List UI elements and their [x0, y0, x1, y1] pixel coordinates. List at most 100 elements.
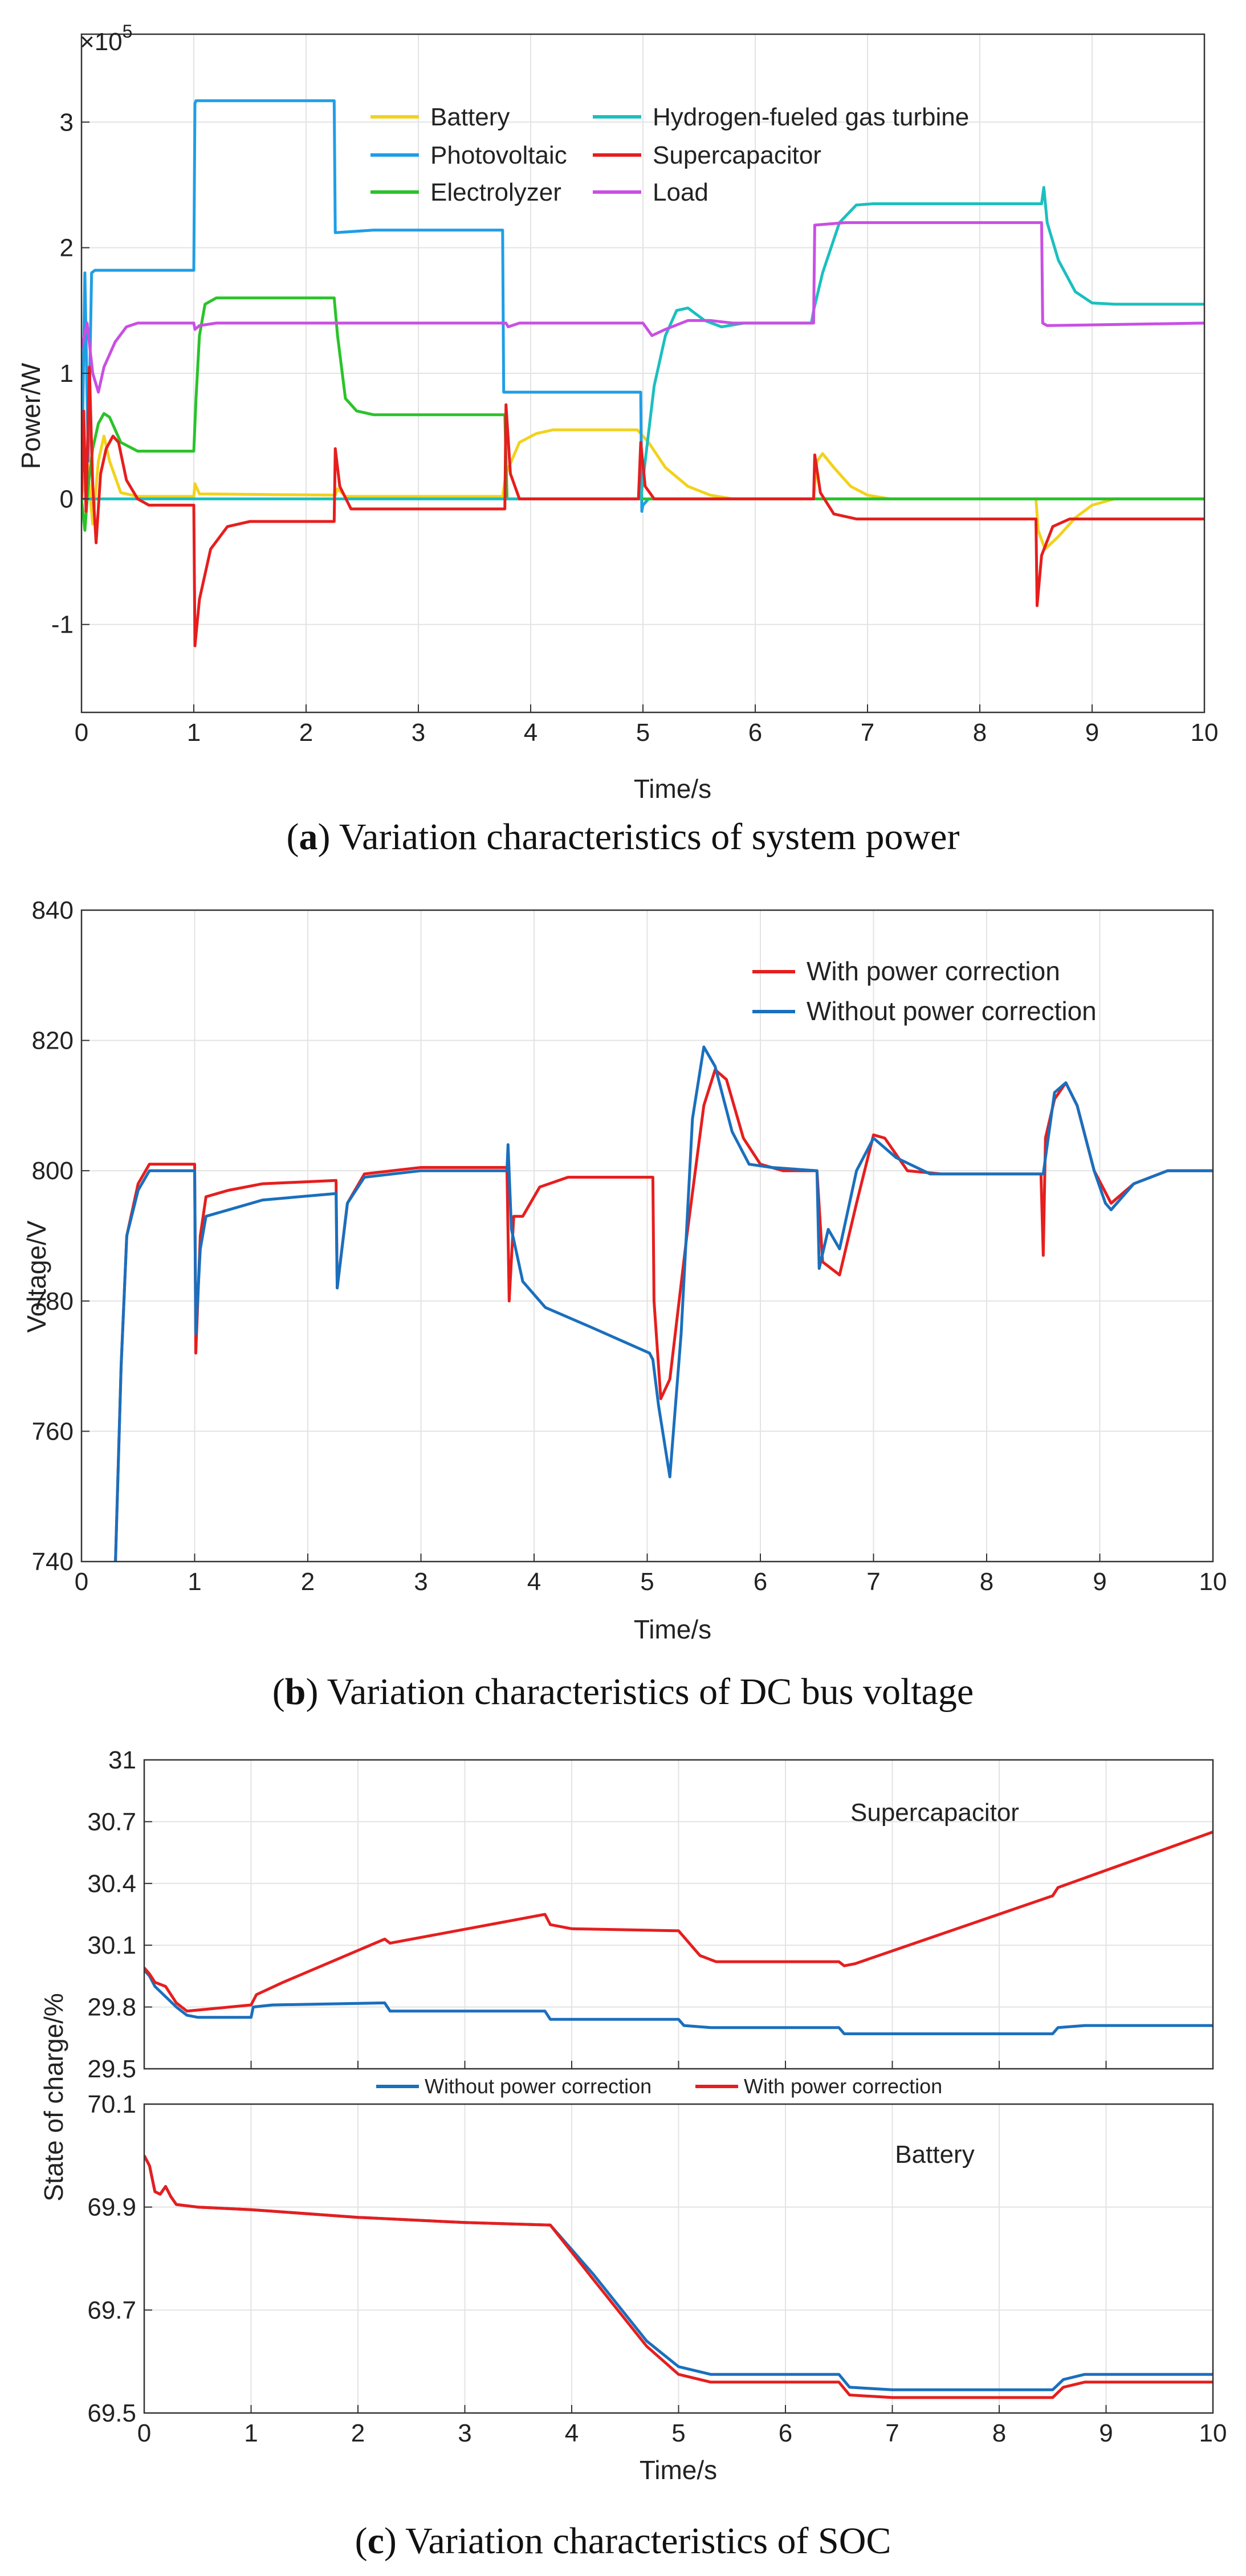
chart-c1-series: [144, 1831, 1213, 2036]
ytick-label: 800: [32, 1157, 74, 1185]
ytick-label: 1: [60, 360, 74, 388]
xtick-label: 10: [1199, 1568, 1227, 1596]
xtick-label: 8: [980, 1568, 993, 1596]
chart-b-ticks: 740 760 780 800 820 840 0 1 2 3 4 5 6 7 8 9 10: [32, 896, 1227, 1596]
legend-with-correction-label: With power correction: [807, 956, 1060, 986]
chart-b-xlabel: Time/s: [634, 1615, 711, 1644]
xtick-label: 2: [351, 2419, 365, 2447]
series-photovoltaic-line: [82, 99, 1204, 513]
legend-supercapacitor-label: Supercapacitor: [653, 141, 821, 169]
xtick-label: 2: [299, 719, 313, 747]
legend-electrolyzer-label: Electrolyzer: [430, 178, 561, 206]
series-supercapacitor-line: [82, 365, 1204, 647]
legend-with-correction-label: With power correction: [744, 2074, 942, 2098]
ytick-label: 820: [32, 1027, 74, 1055]
xtick-label: 9: [1085, 719, 1099, 747]
xtick-label: 3: [412, 719, 425, 747]
ytick-label: 0: [60, 485, 74, 513]
caption-b: (b) Variation characteristics of DC bus …: [272, 1671, 974, 1713]
chart-c1-gridlines: [144, 1759, 1214, 2069]
xtick-label: 1: [187, 719, 201, 747]
chart-c2-xlabel: Time/s: [640, 2455, 717, 2485]
chart-c-ylabel: State of charge/%: [39, 1993, 68, 2202]
ytick-label: -1: [51, 611, 74, 639]
legend-turbine-label: Hydrogen-fueled gas turbine: [653, 103, 969, 131]
xtick-label: 4: [527, 1568, 541, 1596]
chart-c2-ticks: 69.5 69.7 69.9 70.1 0 1 2 3 4 5 6 7 8 9 10: [87, 2090, 1227, 2447]
ytick-label: 30.1: [87, 1931, 136, 1959]
chart-b-legend: With power correction Without power corr…: [752, 956, 1097, 1026]
legend-load-label: Load: [653, 178, 708, 206]
series-without-power-correction-line: [114, 1045, 1213, 1562]
chart-c2-title: Battery: [895, 2141, 974, 2169]
xtick-label: 8: [973, 719, 987, 747]
legend-without-correction-label: Without power correction: [807, 996, 1097, 1026]
series-with-power-correction-line: [144, 2155, 1213, 2399]
xtick-label: 4: [565, 2419, 579, 2447]
ytick-label: 29.8: [87, 1994, 136, 2021]
xtick-label: 8: [992, 2419, 1006, 2447]
ytick-label: 29.5: [87, 2055, 136, 2083]
chart-c1-title: Supercapacitor: [850, 1799, 1019, 1827]
chart-a-legend: Battery Photovoltaic Electrolyzer Hydrog…: [370, 103, 969, 206]
chart-c1-ticks: 29.5 29.8 30.1 30.4 30.7 31: [87, 1746, 1214, 2083]
xtick-label: 10: [1191, 719, 1219, 747]
xtick-label: 7: [885, 2419, 899, 2447]
series-electrolyzer-line: [82, 296, 1204, 532]
xtick-label: 3: [414, 1568, 427, 1596]
series-battery-line: [82, 428, 1204, 551]
ytick-label: 2: [60, 234, 74, 262]
xtick-label: 3: [458, 2419, 471, 2447]
ytick-label: 69.9: [87, 2194, 136, 2222]
ytick-label: 30.4: [87, 1870, 136, 1898]
series-with-power-correction-line: [114, 1068, 1213, 1562]
xtick-label: 6: [754, 1568, 767, 1596]
caption-c: (c) Variation characteristics of SOC: [355, 2520, 891, 2562]
xtick-label: 9: [1099, 2419, 1113, 2447]
xtick-label: 7: [861, 719, 874, 747]
chart-b-gridlines: [81, 910, 1214, 1562]
ytick-label: 31: [108, 1746, 136, 1774]
chart-b-ylabel: Voltage/V: [22, 1220, 51, 1332]
series-with-power-correction-line: [144, 1831, 1213, 2013]
chart-c2-series: [144, 2155, 1213, 2399]
legend-without-correction-label: Without power correction: [425, 2074, 651, 2098]
chart-a-ylabel: Power/W: [16, 362, 46, 469]
xtick-label: 9: [1093, 1568, 1106, 1596]
chart-a-series: [82, 99, 1204, 647]
xtick-label: 0: [75, 1568, 88, 1596]
ytick-label: 69.5: [87, 2399, 136, 2427]
legend-battery-label: Battery: [430, 103, 510, 131]
ytick-label: 740: [32, 1548, 74, 1576]
chart-b-series: [114, 1045, 1213, 1562]
series-hydrogen-fueled-gas-turbine-line: [82, 186, 1204, 500]
xtick-label: 1: [188, 1568, 201, 1596]
chart-a: -1 0 1 2 3 0 1 2 3 4 5 6 7 8 9 10 ×105 Time/s Power/W B…: [16, 21, 1218, 858]
ytick-label: 780: [32, 1287, 74, 1315]
ytick-label: 840: [32, 896, 74, 924]
legend-photovoltaic-label: Photovoltaic: [430, 141, 567, 169]
xtick-label: 2: [301, 1568, 315, 1596]
chart-a-ticks: -1 0 1 2 3 0 1 2 3 4 5 6 7 8 9 10: [51, 108, 1219, 747]
chart-c2-gridlines: [144, 2104, 1214, 2414]
chart-a-xlabel: Time/s: [634, 774, 711, 804]
ytick-label: 70.1: [87, 2090, 136, 2118]
chart-b: 740 760 780 800 820 840 0 1 2 3 4 5 6 7 8 9 10 Time/s Vo…: [22, 896, 1227, 1713]
xtick-label: 4: [524, 719, 538, 747]
ytick-label: 760: [32, 1417, 74, 1445]
xtick-label: 6: [779, 2419, 792, 2447]
xtick-label: 1: [244, 2419, 258, 2447]
xtick-label: 10: [1199, 2419, 1227, 2447]
chart-c: 29.529.830.130.430.731 Supercapacitor Wi…: [39, 1746, 1227, 2562]
xtick-label: 0: [75, 719, 88, 747]
xtick-label: 5: [640, 1568, 654, 1596]
series-load-line: [82, 221, 1204, 394]
ytick-label: 3: [60, 108, 74, 136]
chart-a-exponent: ×105: [80, 21, 132, 56]
ytick-label: 69.7: [87, 2296, 136, 2324]
xtick-label: 5: [671, 2419, 685, 2447]
chart-a-gridlines: [81, 34, 1205, 712]
chart-c-legend: Without power correction With power corr…: [376, 2074, 942, 2098]
caption-a: (a) Variation characteristics of system …: [287, 816, 960, 858]
